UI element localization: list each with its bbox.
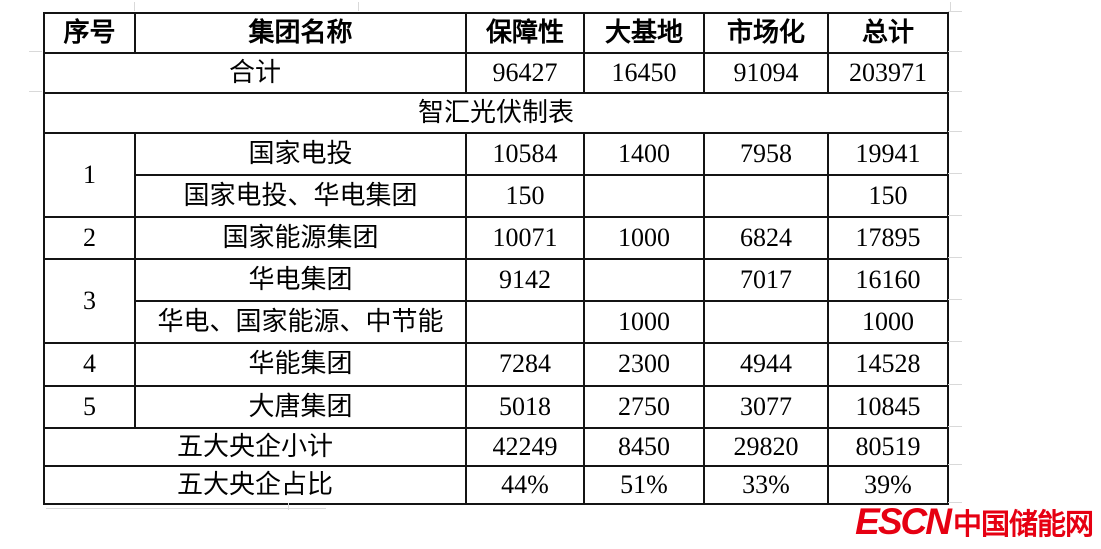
value-cell: 14528: [827, 342, 949, 387]
grand-total-label: 合计: [43, 52, 467, 94]
value-cell: [583, 174, 705, 218]
table-row: 4 华能集团 7284 2300 4944 14528: [43, 342, 949, 387]
row-index-cell: 3: [43, 258, 136, 344]
source-note-row: 智汇光伏制表: [43, 92, 949, 134]
value-cell: 10584: [465, 132, 585, 176]
pv-capacity-table: 序号 集团名称 保障性 大基地 市场化 总计 合计 96427 16450 91…: [43, 12, 949, 505]
table-row: 2 国家能源集团 10071 1000 6824 17895: [43, 216, 949, 260]
value-cell: 203971: [827, 52, 949, 94]
value-cell: 2300: [583, 342, 705, 387]
row-index-cell: 5: [43, 385, 136, 429]
col-header-guaranteed: 保障性: [465, 12, 585, 54]
value-cell: 5018: [465, 385, 585, 429]
table-row: 国家电投、华电集团 150 150: [44, 174, 949, 218]
group-name-cell: 国家电投: [134, 132, 467, 176]
value-cell: 7284: [465, 342, 585, 387]
value-cell: 96427: [465, 52, 585, 94]
ratio-label: 五大央企占比: [43, 465, 467, 505]
escn-logo-chinese: 中国储能网: [952, 509, 1094, 541]
value-cell: [465, 300, 585, 344]
escn-watermark: ESCN 中国储能网: [855, 501, 1094, 543]
value-cell: 3077: [703, 385, 829, 429]
group-name-cell: 华电集团: [134, 258, 467, 302]
value-cell: 8450: [583, 427, 705, 467]
value-cell: 10071: [465, 216, 585, 260]
value-cell: [583, 258, 705, 302]
value-cell: 2750: [583, 385, 705, 429]
value-cell: 44%: [465, 465, 585, 505]
value-cell: 6824: [703, 216, 829, 260]
table-row: 3 华电集团 9142 7017 16160: [43, 258, 949, 344]
value-cell: 150: [465, 174, 585, 218]
table-row: 5 大唐集团 5018 2750 3077 10845: [43, 385, 949, 429]
group-name-cell: 华能集团: [134, 342, 467, 387]
row-index-cell: 2: [43, 216, 136, 260]
group-name-cell: 大唐集团: [134, 385, 467, 429]
header-row: 序号 集团名称 保障性 大基地 市场化 总计: [43, 12, 949, 54]
value-cell: 1400: [583, 132, 705, 176]
value-cell: [703, 174, 829, 218]
value-cell: 42249: [465, 427, 585, 467]
subtotal-row: 五大央企小计 42249 8450 29820 80519: [43, 427, 949, 467]
value-cell: [703, 300, 829, 344]
value-cell: 17895: [827, 216, 949, 260]
value-cell: 1000: [583, 300, 705, 344]
value-cell: 150: [827, 174, 949, 218]
value-cell: 51%: [583, 465, 705, 505]
col-header-index: 序号: [43, 12, 136, 54]
value-cell: 4944: [703, 342, 829, 387]
ratio-row: 五大央企占比 44% 51% 33% 39%: [43, 465, 949, 505]
value-cell: 29820: [703, 427, 829, 467]
grand-total-row: 合计 96427 16450 91094 203971: [43, 52, 949, 94]
group-name-cell: 国家能源集团: [134, 216, 467, 260]
value-cell: 1000: [583, 216, 705, 260]
value-cell: 16450: [583, 52, 705, 94]
value-cell: 10845: [827, 385, 949, 429]
value-cell: 16160: [827, 258, 949, 302]
col-header-market: 市场化: [703, 12, 829, 54]
value-cell: 39%: [827, 465, 949, 505]
table-row: 华电、国家能源、中节能 1000 1000: [44, 300, 949, 344]
value-cell: 91094: [703, 52, 829, 94]
value-cell: 19941: [827, 132, 949, 176]
value-cell: 1000: [827, 300, 949, 344]
col-header-total: 总计: [827, 12, 949, 54]
group-name-cell: 国家电投、华电集团: [134, 174, 467, 218]
source-note: 智汇光伏制表: [43, 92, 949, 134]
value-cell: 33%: [703, 465, 829, 505]
value-cell: 9142: [465, 258, 585, 302]
row-index-cell: 4: [43, 342, 136, 387]
value-cell: 7017: [703, 258, 829, 302]
value-cell: 80519: [827, 427, 949, 467]
col-header-group: 集团名称: [134, 12, 467, 54]
col-header-base: 大基地: [583, 12, 705, 54]
group-name-cell: 华电、国家能源、中节能: [134, 300, 467, 344]
subtotal-label: 五大央企小计: [43, 427, 467, 467]
escn-logo-text: ESCN: [855, 501, 952, 542]
row-index-cell: 1: [43, 132, 136, 218]
value-cell: 7958: [703, 132, 829, 176]
table-row: 1 国家电投 10584 1400 7958 19941: [43, 132, 949, 218]
